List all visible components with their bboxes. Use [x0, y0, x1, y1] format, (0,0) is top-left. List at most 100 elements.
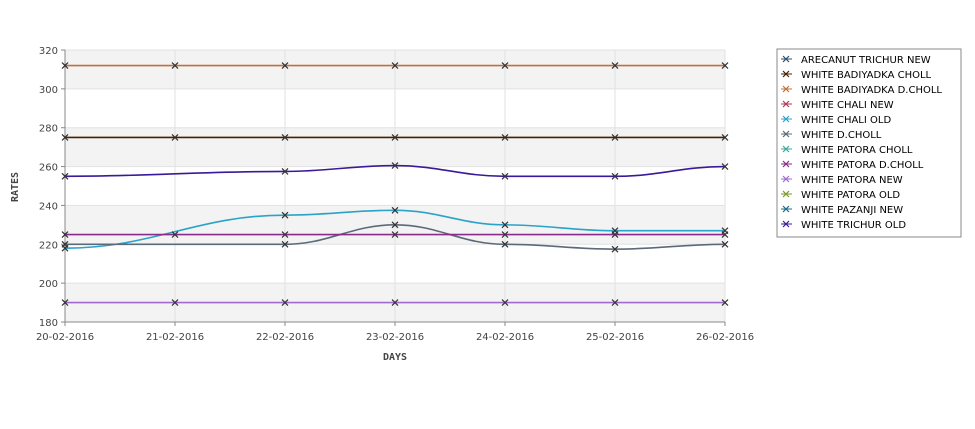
legend-item: WHITE PAZANJI NEW: [781, 205, 903, 216]
y-tick-label: 240: [39, 201, 58, 212]
legend-label: WHITE D.CHOLL: [801, 130, 882, 141]
data-point: [721, 62, 729, 69]
series-white-trichur-old: [61, 162, 729, 180]
data-point: [281, 231, 289, 238]
legend-item: ARECANUT TRICHUR NEW: [781, 55, 931, 66]
y-tick-labels: 180 200 220 240 260 280 300 320: [39, 46, 65, 329]
legend-box: [776, 48, 962, 238]
y-tick-label: 260: [39, 163, 58, 174]
y-tick-label: 300: [39, 85, 58, 96]
data-point: [281, 299, 289, 306]
data-point: [171, 299, 179, 306]
legend-label: WHITE PATORA D.CHOLL: [801, 160, 924, 171]
y-tick-label: 280: [39, 124, 58, 135]
data-point: [171, 231, 179, 238]
data-point: [61, 62, 69, 69]
data-point: [171, 134, 179, 141]
y-tick-label: 320: [39, 46, 58, 57]
data-point: [611, 231, 619, 238]
x-tick-label: 26-02-2016: [696, 332, 754, 343]
series-white-patora-new: [61, 299, 729, 306]
data-point: [391, 62, 399, 69]
legend-label: WHITE PAZANJI NEW: [801, 205, 903, 216]
legend-label: WHITE CHALI OLD: [801, 115, 891, 126]
legend-label: WHITE BADIYADKA D.CHOLL: [801, 85, 942, 96]
grid-lines: [64, 49, 726, 323]
data-point: [501, 299, 509, 306]
legend-item: WHITE CHALI OLD: [781, 115, 891, 126]
legend-item: WHITE BADIYADKA CHOLL: [781, 70, 932, 81]
data-point: [721, 163, 729, 170]
legend-item: WHITE PATORA D.CHOLL: [781, 160, 924, 171]
legend-label: WHITE PATORA OLD: [801, 190, 900, 201]
data-point: [281, 168, 289, 175]
data-point: [391, 134, 399, 141]
data-point: [61, 299, 69, 306]
data-point: [721, 240, 729, 248]
x-tick-label: 21-02-2016: [146, 332, 204, 343]
legend-label: WHITE TRICHUR OLD: [801, 220, 906, 231]
legend-item: WHITE D.CHOLL: [781, 130, 882, 141]
series-line: [64, 164, 726, 178]
legend-label: ARECANUT TRICHUR NEW: [801, 55, 931, 66]
series-line: [64, 209, 725, 249]
y-tick-label: 220: [39, 240, 58, 251]
data-point: [171, 62, 179, 69]
data-point: [501, 240, 509, 248]
series-line: [64, 224, 726, 250]
legend-item: WHITE PATORA NEW: [781, 175, 903, 186]
data-point: [501, 134, 509, 141]
y-tick-label: 180: [39, 318, 58, 329]
data-point: [721, 134, 729, 141]
data-point: [611, 245, 619, 253]
data-point: [281, 211, 289, 219]
x-tick-label: 24-02-2016: [476, 332, 534, 343]
series-white-patora-d-choll: [61, 231, 729, 238]
legend-item: WHITE TRICHUR OLD: [781, 220, 906, 231]
data-point: [391, 231, 399, 238]
data-point: [721, 231, 729, 238]
legend-item: WHITE PATORA OLD: [781, 190, 900, 201]
series-white-badiyadka-d-choll: [61, 62, 729, 69]
y-axis-title: RATES: [10, 172, 21, 202]
data-point: [391, 221, 399, 229]
data-point: [391, 299, 399, 306]
data-point: [281, 134, 289, 141]
y-tick-label: 200: [39, 279, 58, 290]
x-tick-label: 20-02-2016: [36, 332, 94, 343]
legend-item: WHITE CHALI NEW: [781, 100, 894, 111]
series-white-d-choll: [61, 221, 729, 253]
data-point: [61, 240, 69, 248]
data-point: [501, 172, 509, 180]
series-lines: [61, 62, 729, 306]
data-point: [61, 231, 69, 238]
legend-label: WHITE CHALI NEW: [801, 100, 894, 111]
legend-label: WHITE PATORA NEW: [801, 175, 903, 186]
data-point: [281, 62, 289, 69]
data-point: [391, 162, 399, 170]
legend-item: WHITE BADIYADKA D.CHOLL: [781, 85, 942, 96]
legend-label: WHITE BADIYADKA CHOLL: [801, 70, 932, 81]
data-point: [281, 240, 289, 248]
legend-label: WHITE PATORA CHOLL: [801, 145, 913, 156]
data-point: [61, 134, 69, 141]
data-point: [501, 231, 509, 238]
data-point: [721, 299, 729, 306]
x-axis-title: DAYS: [383, 352, 407, 363]
data-point: [611, 299, 619, 306]
x-tick-label: 23-02-2016: [366, 332, 424, 343]
legend-item: WHITE PATORA CHOLL: [781, 145, 913, 156]
x-tick-labels: 20-02-2016 21-02-2016 22-02-2016 23-02-2016…: [36, 322, 754, 343]
x-tick-label: 22-02-2016: [256, 332, 314, 343]
data-point: [611, 62, 619, 69]
data-point: [391, 206, 399, 214]
x-tick-label: 25-02-2016: [586, 332, 644, 343]
data-point: [61, 172, 69, 180]
data-point: [501, 221, 509, 229]
data-point: [611, 134, 619, 141]
data-point: [611, 172, 619, 180]
legend: ARECANUT TRICHUR NEW WHITE BADIYADKA CHOL…: [776, 48, 962, 238]
series-white-badiyadka-choll: [61, 134, 729, 141]
data-point: [501, 62, 509, 69]
